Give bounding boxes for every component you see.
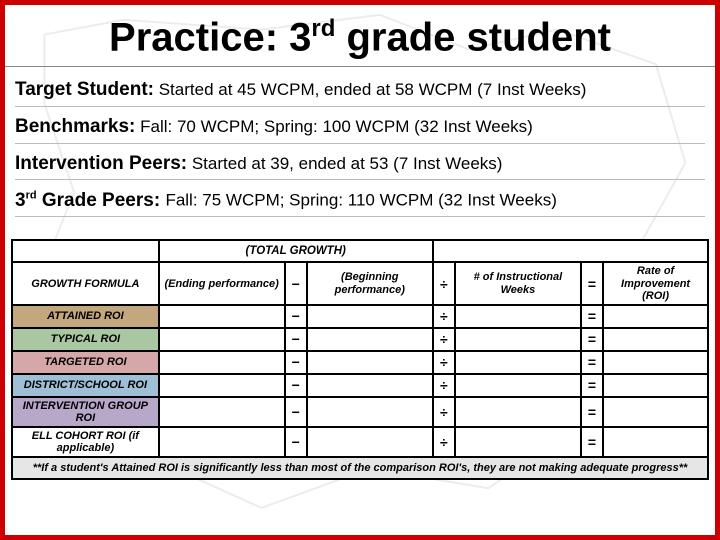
target-label: Target Student: xyxy=(15,79,154,100)
title-prefix: Practice: 3 xyxy=(109,15,311,59)
table-row: ELL COHORT ROI (if applicable) − ÷ = xyxy=(12,427,708,457)
table-header-row1: (TOTAL GROWTH) xyxy=(12,240,708,262)
table-row: INTERVENTION GROUP ROI − ÷ = xyxy=(12,397,708,427)
interv-text: Started at 39, ended at 53 (7 Inst Weeks… xyxy=(192,154,503,173)
typical-label: TYPICAL ROI xyxy=(12,328,159,351)
minus-op: − xyxy=(285,305,307,328)
equals-op: = xyxy=(581,397,603,427)
minus-op: − xyxy=(285,427,307,457)
equals-op: = xyxy=(581,262,603,304)
interv-label: Intervention Peers: xyxy=(15,153,187,174)
district-label: DISTRICT/SCHOOL ROI xyxy=(12,374,159,397)
equals-op: = xyxy=(581,427,603,457)
divide-op: ÷ xyxy=(433,262,455,304)
minus-op: − xyxy=(285,328,307,351)
peers-label-post: Grade Peers: xyxy=(37,190,161,211)
intervention-line: Intervention Peers: Started at 39, ended… xyxy=(15,152,705,181)
beginning-header: (Beginning performance) xyxy=(307,262,433,304)
roi-table: (TOTAL GROWTH) GROWTH FORMULA (Ending pe… xyxy=(11,239,709,479)
total-growth-header: (TOTAL GROWTH) xyxy=(159,240,433,262)
roi-header: Rate of Improvement (ROI) xyxy=(603,262,708,304)
table-row: DISTRICT/SCHOOL ROI − ÷ = xyxy=(12,374,708,397)
minus-op: − xyxy=(285,374,307,397)
targeted-label: TARGETED ROI xyxy=(12,351,159,374)
grade-peers-line: 3rd Grade Peers: Fall: 75 WCPM; Spring: … xyxy=(15,188,705,217)
table-row: TYPICAL ROI − ÷ = xyxy=(12,328,708,351)
minus-op: − xyxy=(285,262,307,304)
divide-op: ÷ xyxy=(433,427,455,457)
minus-op: − xyxy=(285,397,307,427)
peers-label: 3rd Grade Peers: xyxy=(15,190,165,211)
benchmarks-line: Benchmarks: Fall: 70 WCPM; Spring: 100 W… xyxy=(15,115,705,144)
growth-formula-label: GROWTH FORMULA xyxy=(12,262,159,304)
equals-op: = xyxy=(581,305,603,328)
weeks-header: # of Instructional Weeks xyxy=(455,262,581,304)
slide-title: Practice: 3rd grade student xyxy=(5,5,715,67)
target-text: Started at 45 WCPM, ended at 58 WCPM (7 … xyxy=(159,80,587,99)
divide-op: ÷ xyxy=(433,328,455,351)
title-suffix: grade student xyxy=(335,15,611,59)
ending-header: (Ending performance) xyxy=(159,262,285,304)
table-footnote-row: **If a student's Attained ROI is signifi… xyxy=(12,457,708,479)
target-student-line: Target Student: Started at 45 WCPM, ende… xyxy=(15,78,705,107)
divide-op: ÷ xyxy=(433,397,455,427)
bench-label: Benchmarks: xyxy=(15,116,135,137)
bench-text: Fall: 70 WCPM; Spring: 100 WCPM (32 Inst… xyxy=(140,117,533,136)
equals-op: = xyxy=(581,351,603,374)
footnote-text: **If a student's Attained ROI is signifi… xyxy=(12,457,708,479)
ell-label: ELL COHORT ROI (if applicable) xyxy=(12,427,159,457)
title-sup: rd xyxy=(311,15,335,42)
divide-op: ÷ xyxy=(433,351,455,374)
intervention-label: INTERVENTION GROUP ROI xyxy=(12,397,159,427)
equals-op: = xyxy=(581,374,603,397)
minus-op: − xyxy=(285,351,307,374)
divide-op: ÷ xyxy=(433,374,455,397)
table-row: ATTAINED ROI − ÷ = xyxy=(12,305,708,328)
peers-text: Fall: 75 WCPM; Spring: 110 WCPM (32 Inst… xyxy=(165,191,556,210)
equals-op: = xyxy=(581,328,603,351)
info-block: Target Student: Started at 45 WCPM, ende… xyxy=(5,67,715,229)
peers-label-sup: rd xyxy=(26,189,37,201)
peers-label-pre: 3 xyxy=(15,190,26,211)
divide-op: ÷ xyxy=(433,305,455,328)
attained-label: ATTAINED ROI xyxy=(12,305,159,328)
table-header-row2: GROWTH FORMULA (Ending performance) − (B… xyxy=(12,262,708,304)
table-row: TARGETED ROI − ÷ = xyxy=(12,351,708,374)
